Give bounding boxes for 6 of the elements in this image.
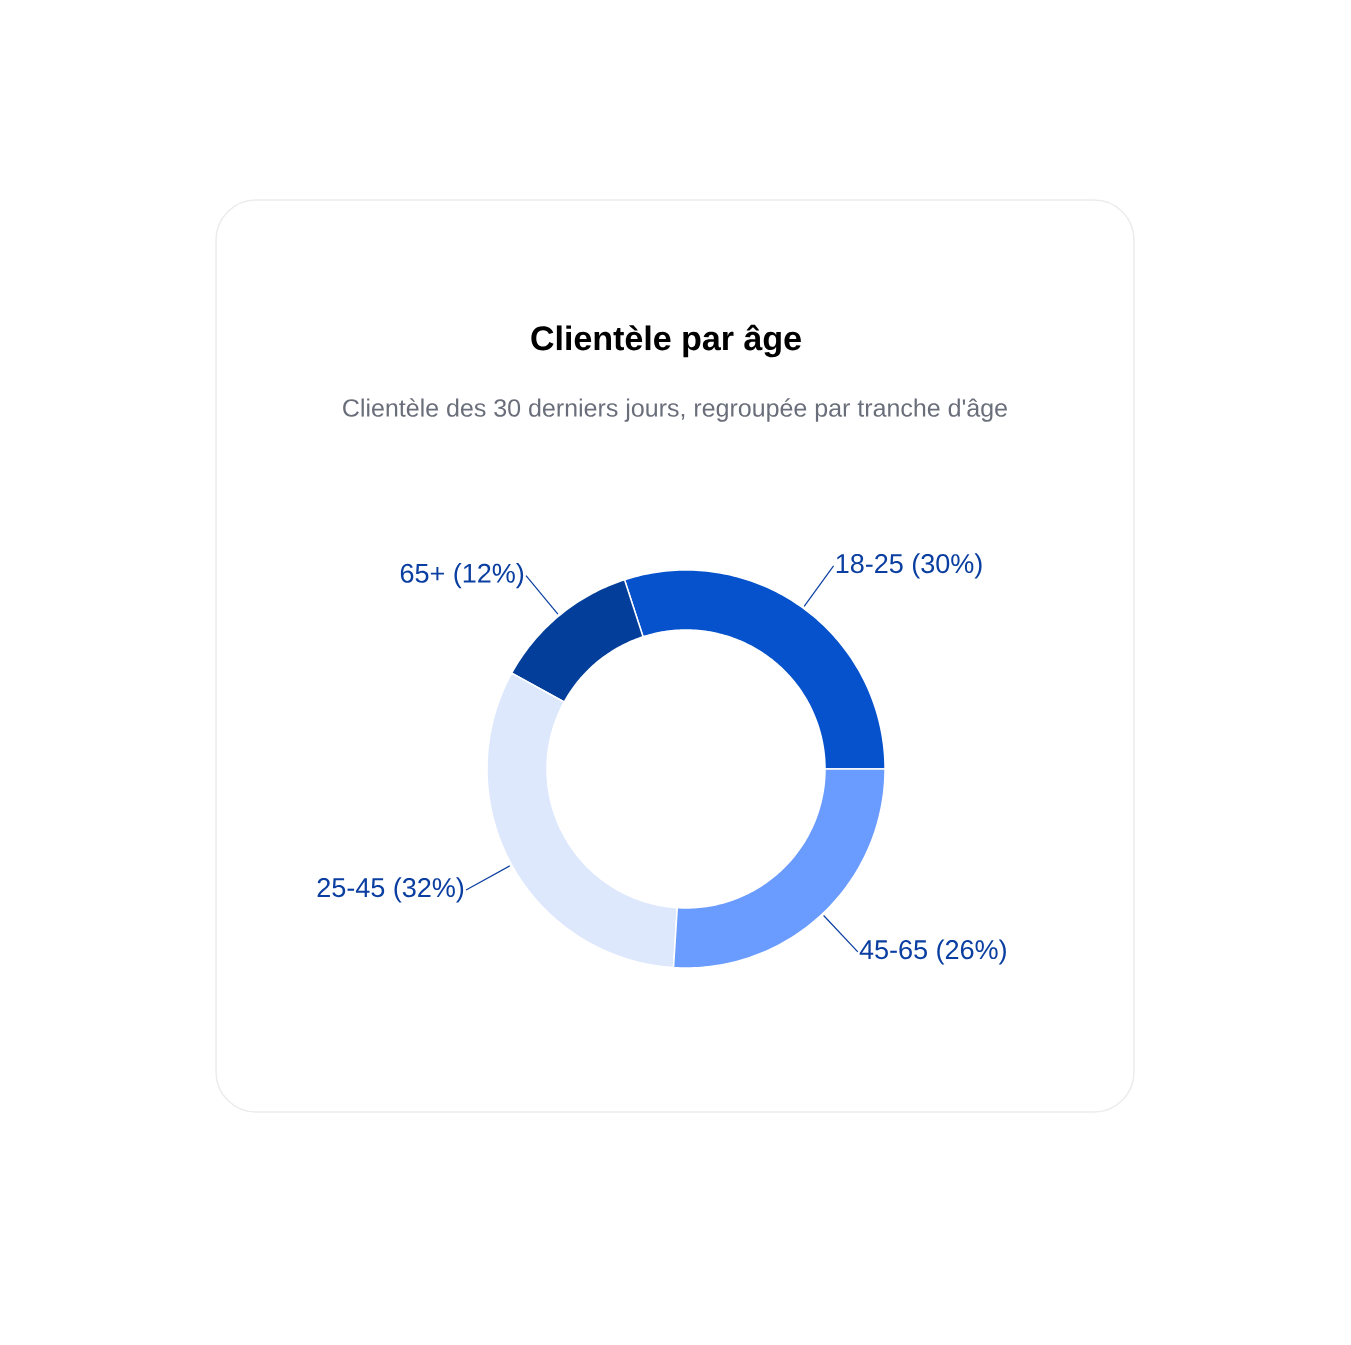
slice-label: 45-65 (26%) bbox=[859, 939, 1006, 965]
chart-subtitle: Clientèle des 30 derniers jours, regroupée par tranche d'âge bbox=[343, 398, 1007, 422]
slice-label: 25-45 (32%) bbox=[317, 877, 464, 903]
slice-label: 65+ (12%) bbox=[400, 563, 524, 589]
slice-label: 18-25 (30%) bbox=[836, 553, 982, 579]
chart-title: Clientèle par âge bbox=[531, 324, 801, 358]
